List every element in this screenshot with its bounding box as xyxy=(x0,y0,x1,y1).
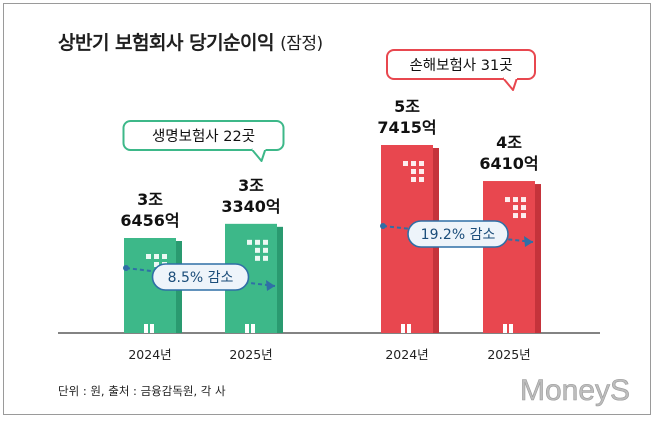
bar-window xyxy=(154,262,159,267)
bar-window xyxy=(162,254,167,259)
bar-door xyxy=(509,324,513,333)
bar-door xyxy=(150,324,154,333)
bar-window xyxy=(255,247,260,253)
logo: MoneyS xyxy=(512,367,638,411)
bar-window xyxy=(505,197,510,203)
value-label: 3조 xyxy=(137,190,163,209)
bar-door xyxy=(245,324,249,333)
bar-window xyxy=(403,161,408,166)
value-label: 4조 xyxy=(496,133,522,152)
bar-window xyxy=(263,247,268,253)
value-label: 6456억 xyxy=(120,211,179,230)
group-callout-1: 손해보험사 31곳 xyxy=(386,49,536,91)
bar-window xyxy=(146,254,151,259)
value-label: 5조 xyxy=(394,97,420,116)
bar-window xyxy=(263,239,268,245)
bar-0-0: 3조 6456억 xyxy=(120,190,182,333)
category-label: 2025년 xyxy=(229,347,272,362)
callout-tail xyxy=(250,148,267,162)
callout-tail-mask xyxy=(504,76,517,79)
group-callout-0: 생명보험사 22곳 xyxy=(122,120,285,162)
value-label: 3340억 xyxy=(221,197,280,216)
bar-window xyxy=(411,169,416,174)
callout-box xyxy=(122,120,285,151)
change-label: 19.2% 감소 xyxy=(421,227,496,243)
change-arrow-1: 19.2% 감소 xyxy=(380,220,534,248)
source-note: 단위 : 원, 출처 : 금융감독원, 각 사 xyxy=(58,384,226,398)
change-pill xyxy=(151,263,250,291)
bar-window xyxy=(419,177,424,182)
arrow-start xyxy=(380,223,386,229)
group-name: 손해보험사 31곳 xyxy=(409,57,512,74)
bar-window xyxy=(411,177,416,182)
arrow-head xyxy=(524,236,533,247)
value-label: 3조 xyxy=(238,176,264,195)
bar-door xyxy=(144,324,148,333)
title-main: 상반기 보험회사 당기순이익 xyxy=(58,32,275,54)
title-sub: (잠정) xyxy=(280,34,323,54)
bar-window xyxy=(521,197,526,203)
category-label: 2024년 xyxy=(385,347,428,362)
bar-1-0: 5조 7415억 xyxy=(377,97,439,333)
change-pill xyxy=(407,220,509,248)
change-arrow-0: 8.5% 감소 xyxy=(123,263,276,291)
bar-window xyxy=(263,255,268,261)
chart-frame xyxy=(3,3,651,415)
bar-window xyxy=(154,254,159,259)
bar-door xyxy=(251,324,255,333)
bar-window xyxy=(521,205,526,211)
bar-window xyxy=(419,169,424,174)
bar-door xyxy=(401,324,405,333)
callout-tail-mask xyxy=(252,147,266,150)
bar xyxy=(483,181,535,333)
bar-window xyxy=(419,161,424,166)
bar-window xyxy=(521,213,526,219)
chart-title: 상반기 보험회사 당기순이익 (잠정) xyxy=(58,28,323,55)
bar-window xyxy=(513,205,518,211)
arrow-head xyxy=(266,280,275,291)
arrow-start xyxy=(123,265,129,271)
bar-0-1: 3조 3340억 xyxy=(221,176,283,333)
bar-window xyxy=(255,239,260,245)
bar-window xyxy=(411,161,416,166)
bar-shade xyxy=(535,184,541,333)
bar-window xyxy=(513,197,518,203)
bar-window xyxy=(247,239,252,245)
logo-text: MoneyS xyxy=(520,374,630,407)
callout-tail xyxy=(502,77,518,91)
category-label: 2025년 xyxy=(487,347,530,362)
bar-window xyxy=(255,255,260,261)
bar-shade xyxy=(277,226,283,333)
bar-door xyxy=(407,324,411,333)
bar-1-1: 4조 6410억 xyxy=(479,133,541,333)
callout-box xyxy=(386,49,536,80)
bar-window xyxy=(513,213,518,219)
group-name: 생명보험사 22곳 xyxy=(152,128,255,145)
change-label: 8.5% 감소 xyxy=(168,270,234,286)
value-label: 7415억 xyxy=(377,118,436,137)
value-label: 6410억 xyxy=(479,154,538,173)
category-label: 2024년 xyxy=(128,347,171,362)
bar-door xyxy=(503,324,507,333)
